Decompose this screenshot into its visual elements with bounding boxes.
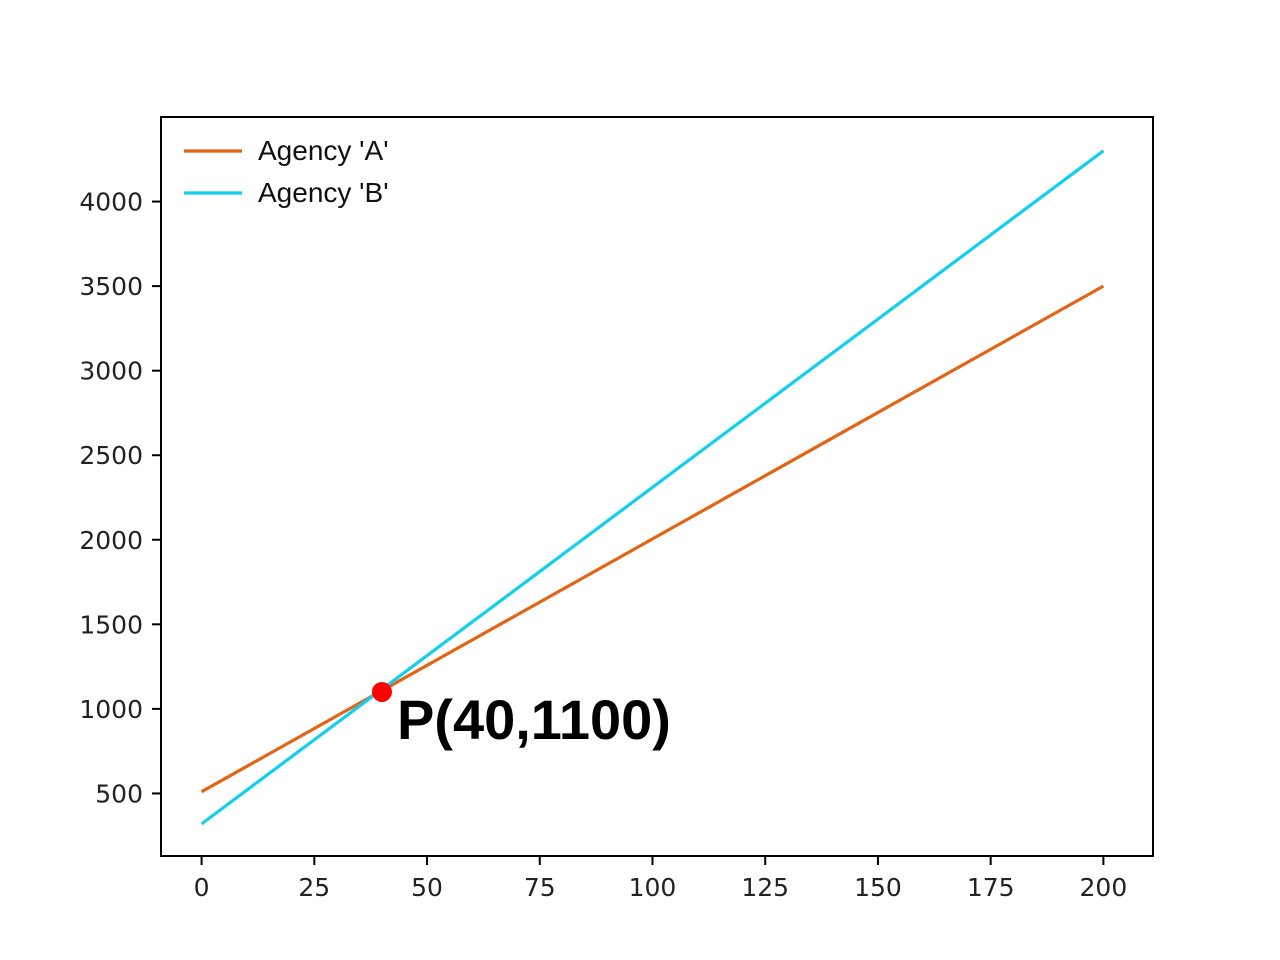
y-tick-label: 3500: [79, 272, 143, 301]
x-tick-label: 200: [1080, 873, 1128, 902]
series-line-agency-b: [200, 149, 1105, 826]
x-tick-label: 75: [524, 873, 556, 902]
y-tick-label: 3000: [79, 357, 143, 386]
axes-frame: [160, 116, 1154, 857]
x-tick-label: 150: [854, 873, 902, 902]
y-tick-label: 1000: [79, 695, 143, 724]
y-tick-label: 4000: [79, 188, 143, 217]
x-tick-label: 175: [967, 873, 1015, 902]
x-tick-label: 50: [411, 873, 443, 902]
plot-area: [200, 149, 1105, 826]
intersection-point: [371, 681, 392, 702]
legend-label-agency-a: Agency 'A': [258, 135, 389, 166]
x-tick-label: 25: [298, 873, 330, 902]
intersection-label: P(40,1100): [397, 688, 671, 751]
y-tick-label: 500: [95, 779, 143, 808]
x-tick-label: 0: [194, 873, 210, 902]
legend-label-agency-b: Agency 'B': [258, 177, 389, 208]
y-tick-label: 1500: [79, 610, 143, 639]
axes: 0 25 50 75 100 125 150 175 200 500 1000 1500 2000 250…: [79, 116, 1154, 902]
x-tick-label: 100: [629, 873, 677, 902]
annotation: P(40,1100): [371, 681, 671, 751]
legend: Agency 'A' Agency 'B': [184, 135, 389, 208]
series-line-agency-a: [200, 284, 1105, 794]
x-tick-label: 125: [741, 873, 789, 902]
y-tick-label: 2000: [79, 526, 143, 555]
y-tick-label: 2500: [79, 441, 143, 470]
